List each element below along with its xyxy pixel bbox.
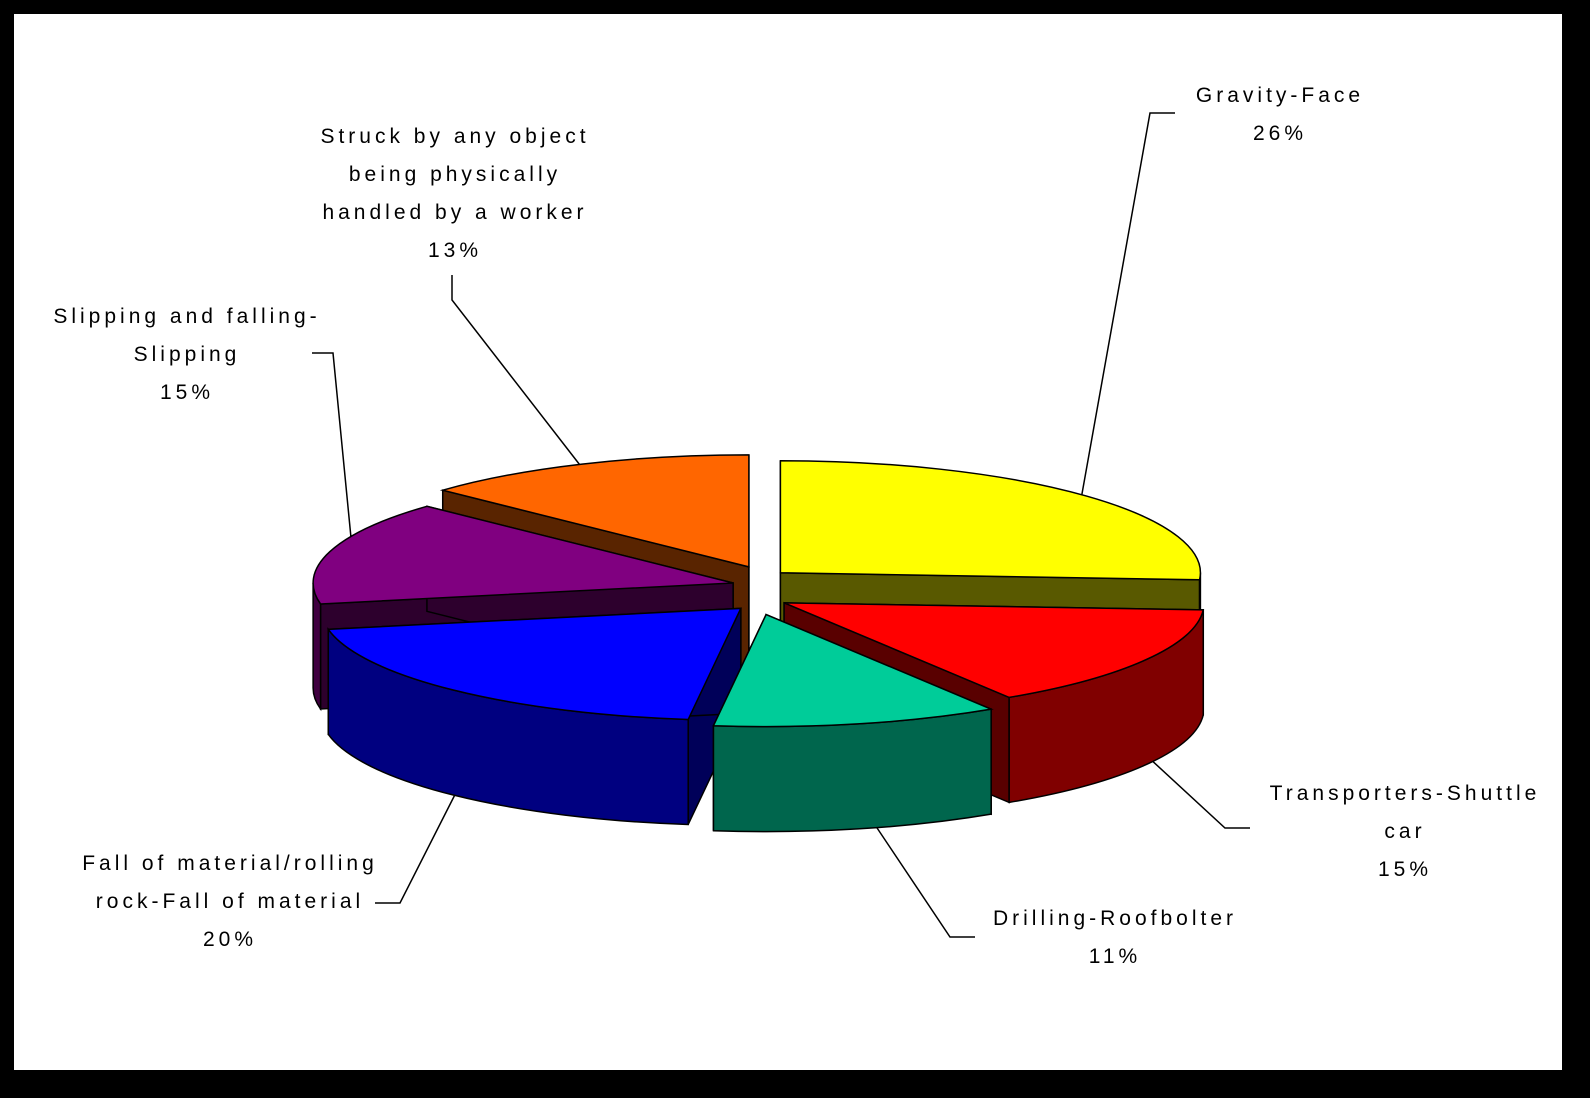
label-line: rock-Fall of material (95, 890, 365, 913)
leader-line-drilling-roofbolter (854, 794, 975, 938)
label-transporters-shuttle-car: Transporters-Shuttle car 15% (1255, 775, 1555, 889)
slice-struck-by-any-object-being-physically-handled-by-a-worker (439, 454, 750, 568)
label-line: Slipping and falling- (53, 305, 321, 328)
label-struck-by-object: Struck by any object being physically ha… (305, 118, 605, 270)
label-line: Drilling-Roofbolter (992, 907, 1238, 930)
label-line: Transporters-Shuttle (1269, 782, 1541, 805)
label-line: being physically (348, 163, 562, 186)
slice-drilling-roofbolter (712, 613, 994, 728)
slice-slipping-and-falling-slipping (312, 505, 734, 605)
label-gravity-face: Gravity-Face 26% (1185, 77, 1375, 153)
value-label: 11% (1088, 945, 1142, 968)
leader-line-struck-by-object (451, 275, 591, 479)
value-label: 26% (1252, 122, 1308, 145)
label-line: car (1384, 820, 1426, 843)
slice-gravity-face (779, 459, 1202, 581)
label-line: Slipping (133, 343, 241, 366)
leader-line-fall-of-material (375, 764, 471, 904)
label-drilling-roofbolter: Drilling-Roofbolter 11% (985, 900, 1245, 976)
leader-line-gravity-face (1079, 112, 1175, 506)
slice-transporters-shuttle-car (783, 602, 1205, 699)
slice-fall-of-material-rolling-rock-fall-of-material (326, 607, 743, 721)
leader-lines (312, 112, 1250, 938)
value-label: 13% (427, 239, 483, 262)
slice-wall-drilling-roofbolter (712, 708, 992, 833)
label-fall-of-material: Fall of material/rolling rock-Fall of ma… (70, 845, 390, 959)
value-label: 15% (1377, 858, 1433, 881)
label-line: Struck by any object (320, 125, 590, 148)
label-line: Gravity-Face (1195, 84, 1365, 107)
value-label: 15% (159, 381, 215, 404)
leader-line-slipping-and-falling (312, 352, 353, 549)
label-line: Fall of material/rolling (82, 852, 378, 875)
leader-line-transporters-shuttle-car (1134, 744, 1250, 829)
label-line: handled by a worker (322, 201, 588, 224)
slice-tops (312, 454, 1205, 728)
label-slipping-and-falling: Slipping and falling- Slipping 15% (42, 298, 332, 412)
value-label: 20% (202, 928, 258, 951)
